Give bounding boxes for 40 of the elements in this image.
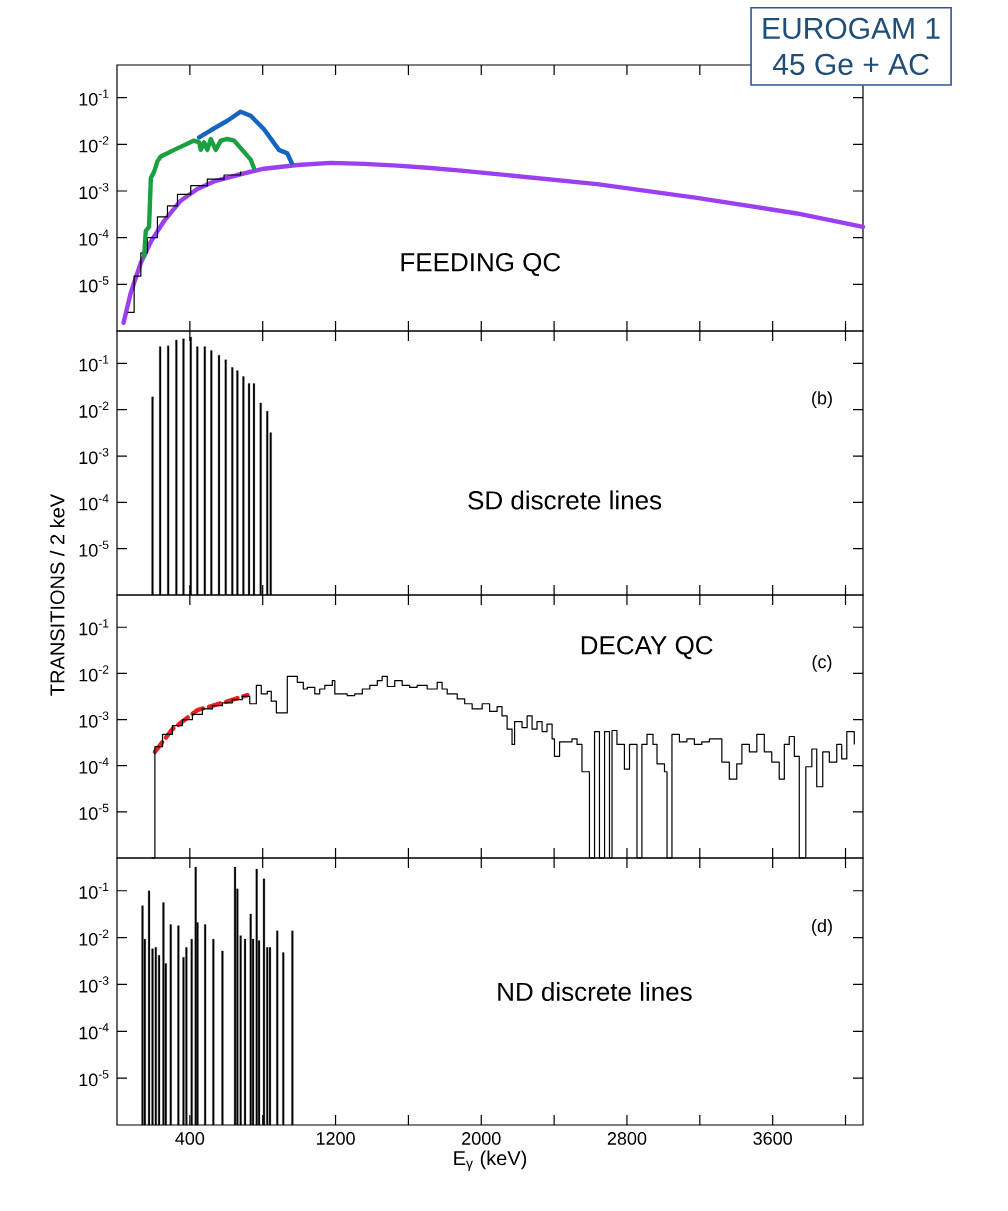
y-tick-label: 10$^{-3}$ (79, 447, 109, 465)
annotation: (b) (812, 391, 832, 409)
annotation: DECAY QC (581, 636, 713, 660)
y-tick-label: 10$^{-5}$ (79, 276, 109, 293)
y-tick-label: 10$^{-2}$ (79, 401, 109, 418)
y-tick-label: 10$^{-5}$ (79, 1070, 109, 1087)
y-tick-label: 10$^{-1}$ (79, 619, 109, 636)
y-tick-label: 10$^{-3}$ (79, 976, 109, 993)
x-tick-label: 2000 (462, 1132, 501, 1145)
annotation: (c) (812, 655, 832, 672)
y-tick-label: 10$^{-4}$ (79, 229, 109, 246)
annotation: FEEDING QC (401, 252, 561, 277)
x-tick-label: 1200 (316, 1132, 355, 1145)
y-tick-label: 10$^{-2}$ (79, 929, 109, 946)
y-tick-label: 10$^{-4}$ (79, 1023, 109, 1040)
x-tick-label: 400 (175, 1132, 205, 1145)
y-tick-label: 10$^{-4}$ (79, 757, 109, 774)
annotation: (d) (812, 919, 832, 936)
line-series (152, 692, 250, 755)
y-tick-label: 10$^{-3}$ (79, 711, 109, 728)
annotation: SD discrete lines (468, 490, 662, 510)
y-tick-label: 10$^{-5}$ (79, 540, 109, 557)
y-tick-label: 10$^{-2}$ (79, 665, 109, 682)
y-tick-label: 10$^{-1}$ (79, 355, 109, 372)
y-tick-label: 10$^{-1}$ (79, 882, 109, 899)
x-tick-label: 2800 (607, 1132, 647, 1145)
y-tick-label: 10$^{-5}$ (79, 803, 109, 820)
annotation: ND discrete lines (498, 981, 692, 1002)
annotation: 45 Ge + AC (772, 53, 929, 75)
x-tick-label: 3600 (753, 1132, 792, 1145)
y-tick-label: 10$^{-2}$ (79, 136, 109, 153)
y-tick-label: 10$^{-3}$ (79, 182, 109, 200)
y-tick-label: 10$^{-4}$ (79, 494, 109, 511)
line-series (121, 160, 866, 325)
y-tick-label: 10$^{-1}$ (79, 89, 109, 106)
line-series (141, 136, 257, 259)
text: EUROGAM 1 (763, 17, 940, 39)
line-series (196, 109, 294, 166)
x-axis-title: E$_{γ}$ (keV) (454, 1150, 527, 1171)
y-axis-title: TRANSITIONS / 2 keV (49, 493, 65, 696)
